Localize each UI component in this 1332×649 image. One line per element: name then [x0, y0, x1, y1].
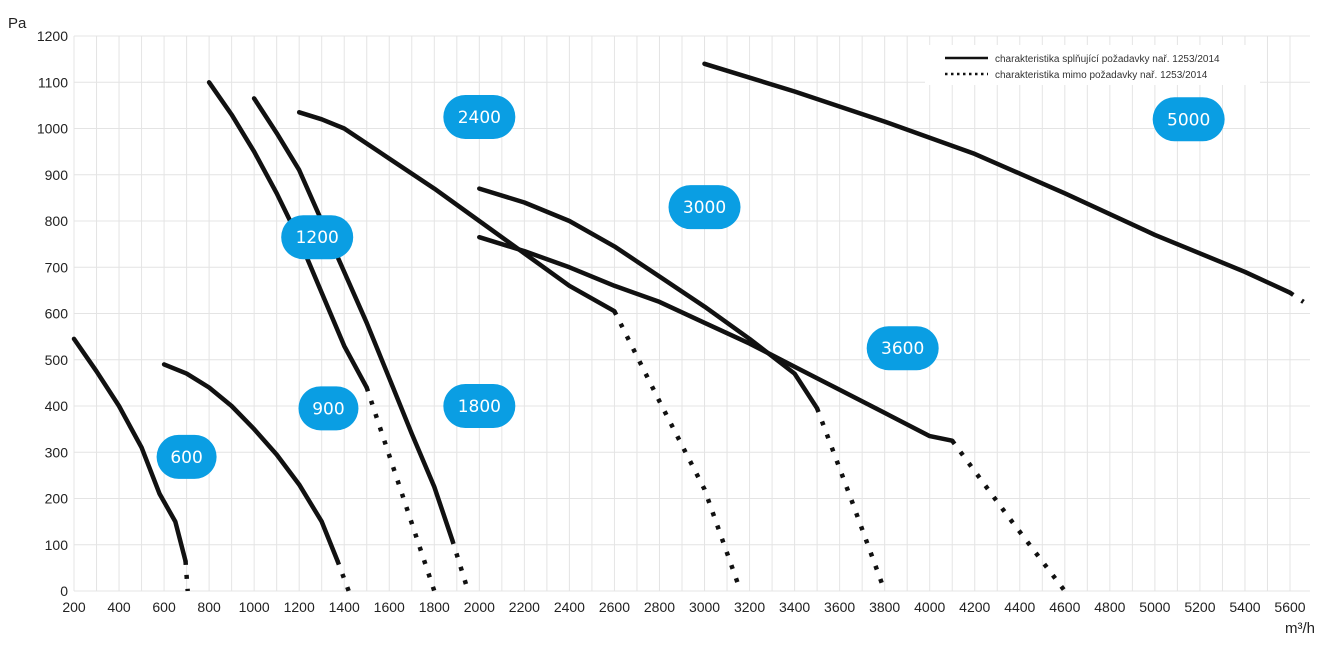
x-tick-label: 2800	[644, 599, 675, 615]
curves	[71, 61, 1305, 593]
curve-label-text: 600	[170, 448, 202, 468]
x-tick-label: 1400	[329, 599, 360, 615]
curve-label-badge	[1152, 97, 1225, 142]
y-tick-label: 400	[45, 398, 69, 414]
curve-600-dotted	[183, 560, 190, 592]
y-axis-unit-label: Pa	[8, 15, 27, 32]
curve-label-text: 3000	[683, 198, 726, 218]
y-tick-label: 1100	[38, 74, 68, 90]
curve-label-text: 900	[312, 399, 344, 419]
legend-entry-solid: charakteristika splňující požadavky nař.…	[995, 54, 1220, 65]
curve-label-badge	[443, 94, 516, 139]
y-axis-tick-labels: 0 100 200 300 400 500 600 700 800 900 1000 1100 1200	[37, 28, 68, 599]
legend: charakteristika splňující požadavky nař.…	[925, 45, 1260, 85]
curve-2400-dotted	[612, 310, 743, 592]
x-tick-label: 4800	[1094, 599, 1125, 615]
x-tick-label: 5200	[1184, 599, 1215, 615]
curve-label-text: 1800	[458, 397, 501, 417]
curve-label-badge	[298, 386, 359, 431]
x-tick-label: 400	[107, 599, 131, 615]
y-tick-label: 0	[60, 583, 68, 599]
curve-label-2400: 2400	[443, 94, 516, 139]
curve-label-3000: 3000	[668, 185, 741, 230]
x-tick-label: 2000	[464, 599, 495, 615]
curve-600-solid	[71, 336, 188, 564]
x-tick-label: 5600	[1274, 599, 1305, 615]
x-tick-label: 3200	[734, 599, 765, 615]
x-tick-label: 5000	[1139, 599, 1170, 615]
curve-label-5000: 5000	[1152, 97, 1225, 142]
curve-label-text: 3600	[881, 339, 924, 359]
curve-label-900: 900	[298, 386, 359, 431]
y-tick-label: 100	[45, 537, 69, 553]
curve-900-dotted	[335, 560, 351, 592]
x-tick-label: 800	[197, 599, 221, 615]
x-tick-label: 2400	[554, 599, 585, 615]
y-tick-label: 200	[45, 491, 69, 507]
x-tick-label: 3400	[779, 599, 810, 615]
curve-label-1800: 1800	[443, 384, 516, 428]
curve-badges: 600 900 1200 1800 2400 3000 3600 5000	[156, 94, 1225, 479]
curve-label-text: 5000	[1167, 110, 1210, 130]
curve-5000-dotted	[1288, 290, 1305, 304]
x-tick-label: 1000	[239, 599, 270, 615]
curve-1800-solid	[251, 96, 455, 543]
legend-background	[925, 45, 1260, 85]
x-tick-label: 2600	[599, 599, 630, 615]
x-axis-unit-label: m³/h	[1285, 620, 1315, 637]
x-tick-label: 4200	[959, 599, 990, 615]
x-tick-label: 4400	[1004, 599, 1035, 615]
curve-label-badge	[443, 384, 516, 428]
y-tick-label: 900	[45, 167, 69, 183]
x-tick-label: 200	[62, 599, 86, 615]
curve-2400-solid	[296, 110, 617, 314]
x-tick-label: 3800	[869, 599, 900, 615]
curve-label-text: 1200	[296, 228, 339, 248]
curve-1200-dotted	[364, 386, 437, 592]
curve-3600-solid	[477, 234, 955, 443]
x-tick-label: 1800	[419, 599, 450, 615]
x-tick-label: 5400	[1229, 599, 1260, 615]
curve-label-text: 2400	[458, 108, 501, 128]
curve-label-600: 600	[156, 434, 217, 479]
x-tick-label: 4000	[914, 599, 945, 615]
y-tick-label: 700	[45, 259, 69, 275]
curve-label-badge	[281, 215, 354, 260]
curve-3000-solid	[477, 186, 820, 411]
y-tick-label: 1000	[37, 121, 68, 137]
curve-label-badge	[668, 185, 741, 230]
x-axis-tick-labels: 200 400 600 800 1000 1200 1400 1600 1800 2000 2200…	[62, 599, 1305, 615]
grid	[73, 35, 1310, 592]
curve-label-badge	[156, 434, 217, 479]
curve-1200-solid	[206, 80, 369, 390]
y-tick-label: 600	[45, 306, 69, 322]
curve-900-solid	[161, 362, 340, 564]
curve-3600-dotted	[950, 439, 1067, 593]
curve-3000-dotted	[814, 407, 887, 592]
y-tick-label: 800	[45, 213, 69, 229]
x-tick-label: 1200	[284, 599, 315, 615]
legend-entry-dotted: charakteristika mimo požadavky nař. 1253…	[995, 70, 1208, 81]
x-tick-label: 1600	[374, 599, 405, 615]
x-tick-label: 600	[152, 599, 176, 615]
curve-label-badge	[866, 326, 939, 371]
x-tick-label: 3000	[689, 599, 720, 615]
curve-label-3600: 3600	[866, 326, 939, 371]
curve-1800-dotted	[450, 539, 471, 592]
curve-5000-solid	[702, 61, 1293, 295]
curve-label-1200: 1200	[281, 215, 354, 260]
x-tick-label: 2200	[509, 599, 540, 615]
y-tick-label: 1200	[37, 28, 68, 44]
x-tick-label: 3600	[824, 599, 855, 615]
y-tick-label: 300	[45, 444, 69, 460]
x-tick-label: 4600	[1049, 599, 1080, 615]
y-tick-label: 500	[45, 352, 69, 368]
